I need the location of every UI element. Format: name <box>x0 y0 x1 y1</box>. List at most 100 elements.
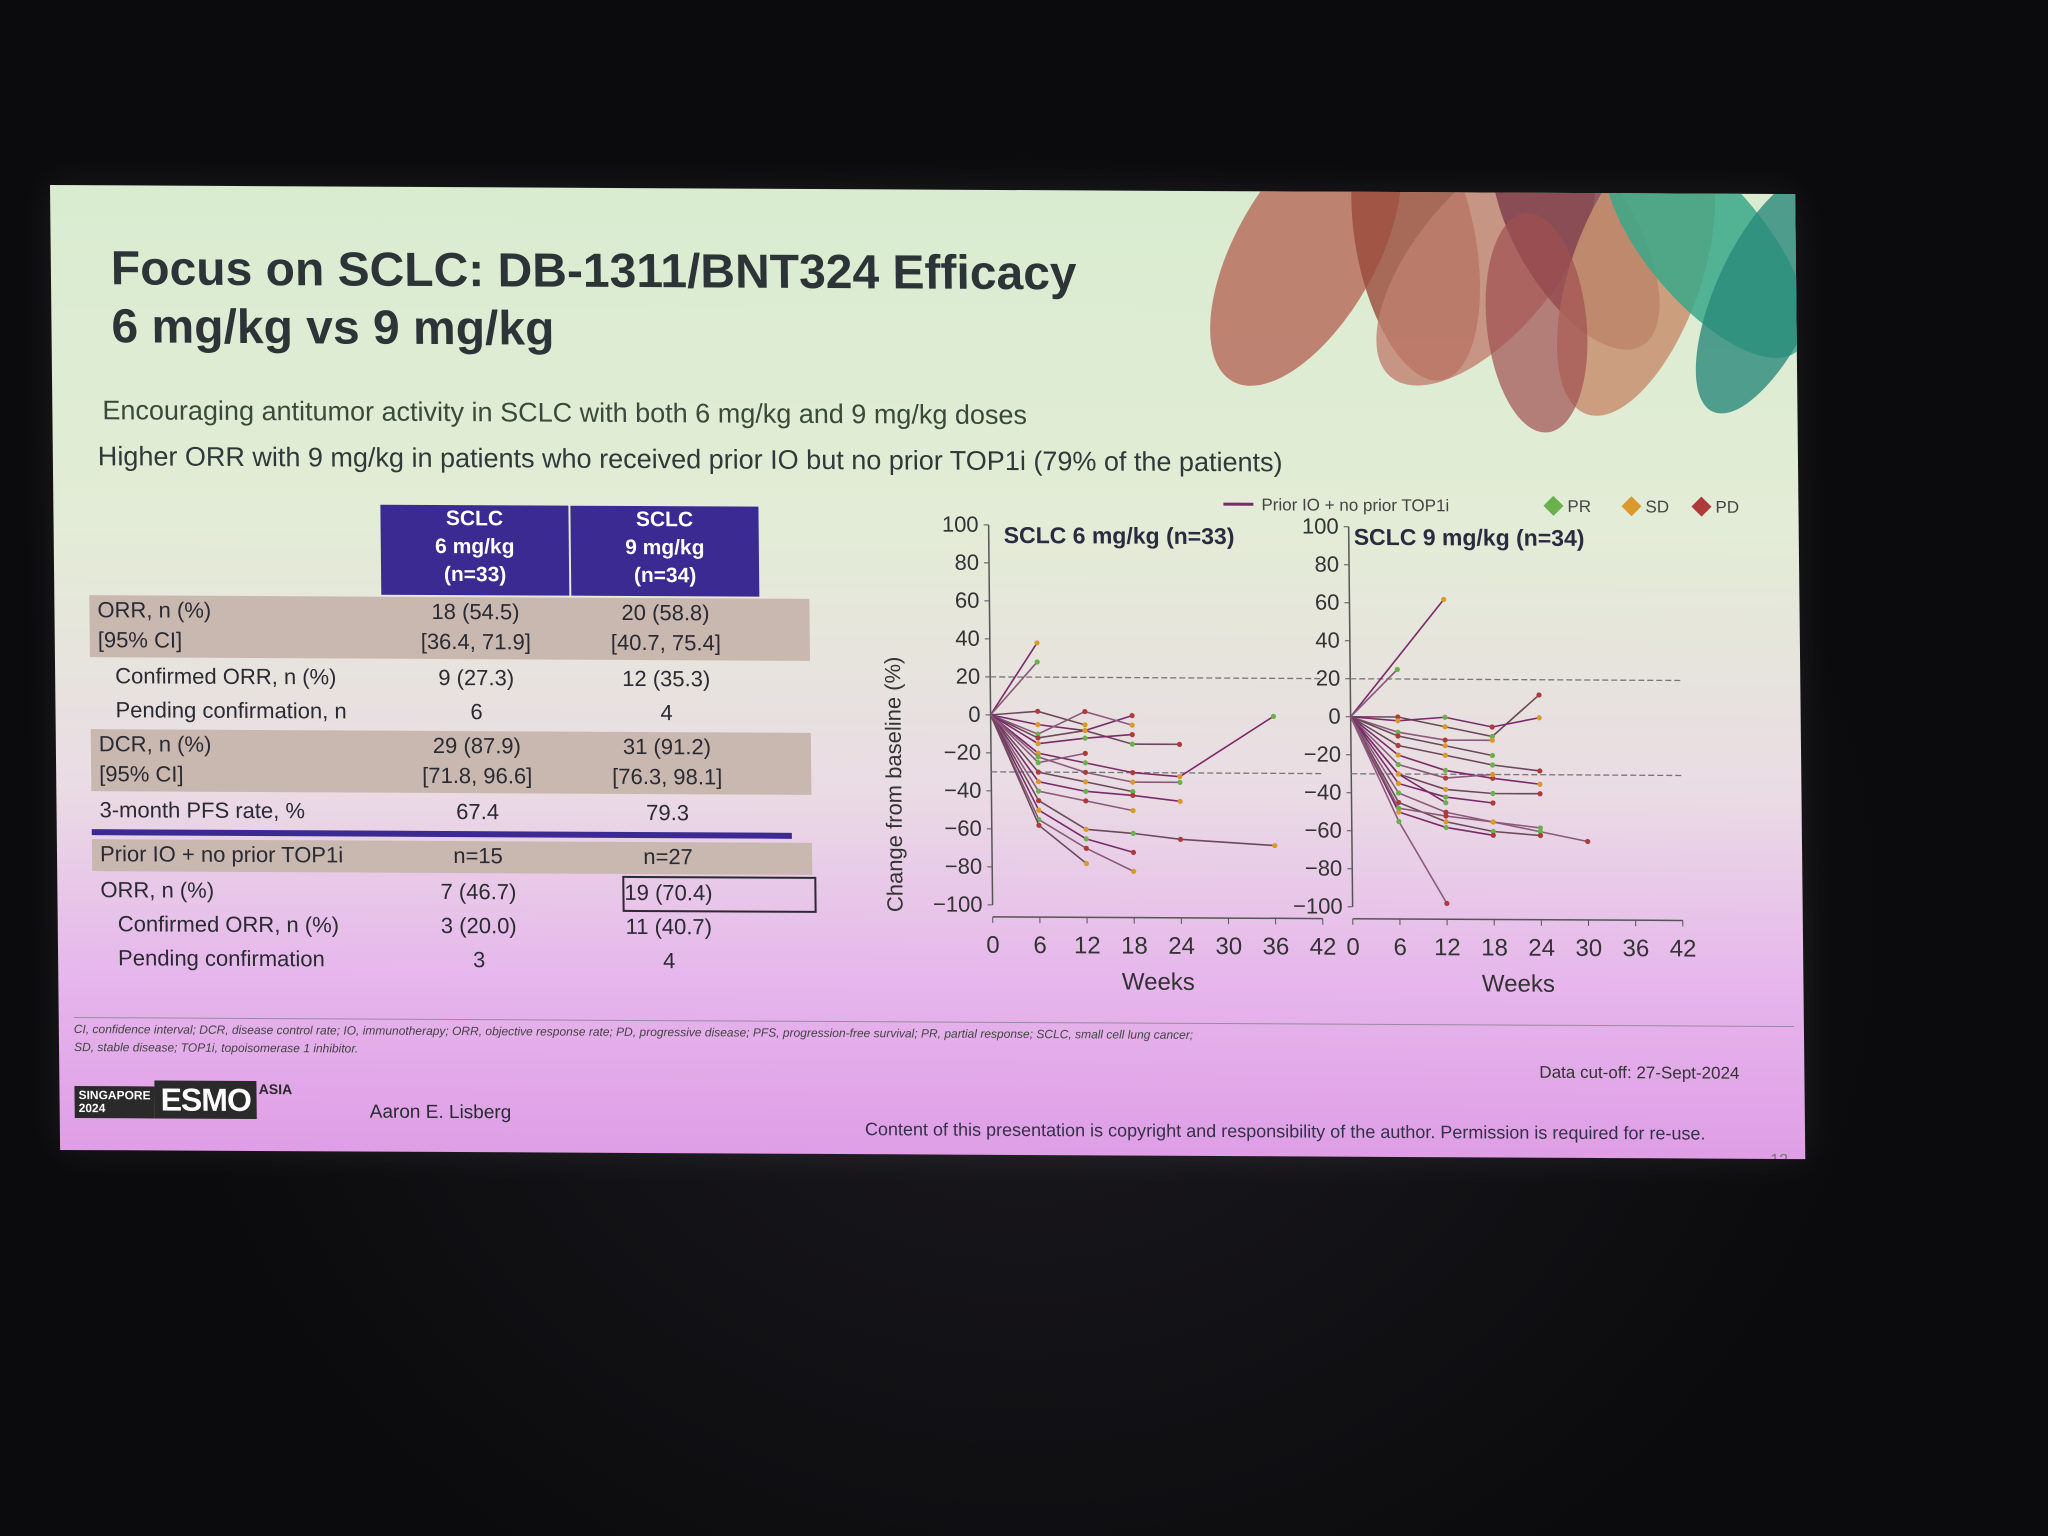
response-marker <box>1130 849 1137 856</box>
response-marker <box>1396 809 1402 815</box>
response-marker <box>1177 774 1183 780</box>
chart-title: SCLC 9 mg/kg (n=34) <box>1354 524 1585 551</box>
response-marker <box>1129 713 1135 719</box>
response-marker <box>1395 729 1401 735</box>
row-label: Pending confirmation <box>117 945 325 972</box>
header-9mgkg: SCLC 9 mg/kg (n=34) <box>570 505 760 597</box>
header-9-line3: (n=34) <box>633 564 697 588</box>
response-marker <box>1442 737 1448 743</box>
x-axis-label: Weeks <box>1122 969 1195 996</box>
slide-title: Focus on SCLC: DB-1311/BNT324 Efficacy 6… <box>111 240 1078 361</box>
esmo-city-badge: SINGAPORE 2024 <box>74 1086 155 1119</box>
response-marker <box>1443 813 1449 819</box>
response-marker <box>1489 733 1495 740</box>
legend-pr: PR <box>1567 497 1591 516</box>
response-marker <box>1490 800 1496 806</box>
y-tick-label: 60 <box>1315 590 1340 615</box>
x-tick-label: 36 <box>1262 933 1289 960</box>
response-marker <box>1490 819 1496 825</box>
response-marker <box>1082 722 1088 728</box>
patient-trajectory <box>989 661 1038 716</box>
row-label: DCR, n (%) <box>98 731 212 757</box>
response-marker <box>1489 737 1495 743</box>
data-cutoff: Data cut-off: 27-Sept-2024 <box>1539 1062 1740 1083</box>
x-tick-label: 6 <box>1033 932 1047 959</box>
abbreviations-footnote: CI, confidence interval; DCR, disease co… <box>74 1020 1365 1063</box>
response-marker <box>1082 760 1088 766</box>
pr-marker-icon <box>1543 495 1564 516</box>
table-row: Pending confirmation, n 6 4 <box>90 697 810 725</box>
y-tick-label: 100 <box>1302 514 1339 539</box>
response-marker <box>1036 822 1042 828</box>
response-marker <box>1035 741 1041 747</box>
x-axis <box>1352 917 1683 922</box>
cell-9mgkg: 19 (70.4) <box>624 879 713 906</box>
response-marker <box>1083 798 1089 804</box>
response-marker <box>1490 832 1496 838</box>
response-marker <box>1490 771 1496 778</box>
response-marker <box>1395 780 1402 787</box>
cell-9mgkg: 31 (91.2) <box>622 733 712 760</box>
y-tick-label: 100 <box>942 512 979 537</box>
cell-9mgkg: 4 <box>660 700 673 726</box>
table-divider <box>91 829 792 839</box>
response-marker <box>1082 750 1088 756</box>
cell-6mgkg: 9 (27.3) <box>438 664 515 691</box>
response-marker <box>1083 836 1089 842</box>
cell-9mgkg: 11 (40.7) <box>625 913 713 940</box>
patient-trajectory <box>1349 716 1494 837</box>
row-label: [95% CI] <box>99 761 184 787</box>
reference-line <box>990 676 1321 680</box>
response-marker <box>1395 771 1401 777</box>
y-tick-label: −20 <box>1304 742 1342 767</box>
response-marker <box>1444 900 1450 907</box>
response-marker <box>1396 818 1402 825</box>
cell-6mgkg: n=15 <box>453 843 503 869</box>
response-marker <box>1082 727 1088 734</box>
y-tick-label: 0 <box>968 702 981 727</box>
response-marker <box>1083 826 1089 832</box>
header-6-line1: SCLC <box>445 507 504 531</box>
response-marker <box>1129 732 1135 738</box>
response-marker <box>1537 832 1544 839</box>
patient-trajectory <box>989 642 1038 716</box>
response-marker <box>1537 825 1543 831</box>
response-marker <box>1035 722 1041 728</box>
patient-trajectory <box>989 714 1275 847</box>
x-tick-label: 12 <box>1434 934 1461 961</box>
title-line-2: 6 mg/kg vs 9 mg/kg <box>111 300 555 356</box>
response-marker <box>1396 799 1402 806</box>
response-marker <box>1536 715 1542 721</box>
response-marker <box>1490 828 1496 835</box>
table-row: Confirmed ORR, n (%) 9 (27.3) 12 (35.3) <box>90 663 810 691</box>
header-6mgkg: SCLC 6 mg/kg (n=33) <box>380 504 570 596</box>
response-marker <box>1395 742 1401 749</box>
response-marker <box>1537 781 1543 787</box>
response-marker <box>1130 789 1136 795</box>
patient-trajectory <box>989 714 1134 854</box>
response-marker <box>1443 786 1449 793</box>
response-marker <box>1394 666 1400 673</box>
response-marker <box>1443 800 1449 806</box>
response-marker <box>1441 596 1447 603</box>
response-marker <box>1130 792 1136 799</box>
response-marker <box>1395 790 1402 796</box>
response-marker <box>1035 708 1041 714</box>
patient-trajectory <box>1350 598 1445 718</box>
response-marker <box>1036 807 1042 813</box>
esmo-year: 2024 <box>78 1101 106 1116</box>
x-tick-label: 30 <box>1215 933 1242 960</box>
reference-line <box>1350 678 1681 682</box>
response-marker <box>1130 830 1136 837</box>
response-marker <box>1177 798 1183 804</box>
response-marker <box>1035 731 1041 737</box>
x-tick-label: 42 <box>1310 934 1337 961</box>
response-marker <box>1489 752 1496 759</box>
response-marker <box>1489 724 1495 730</box>
x-tick-label: 0 <box>986 932 1000 959</box>
response-marker <box>1082 708 1088 715</box>
row-label: 3-month PFS rate, % <box>99 797 306 824</box>
response-marker <box>1035 750 1041 756</box>
